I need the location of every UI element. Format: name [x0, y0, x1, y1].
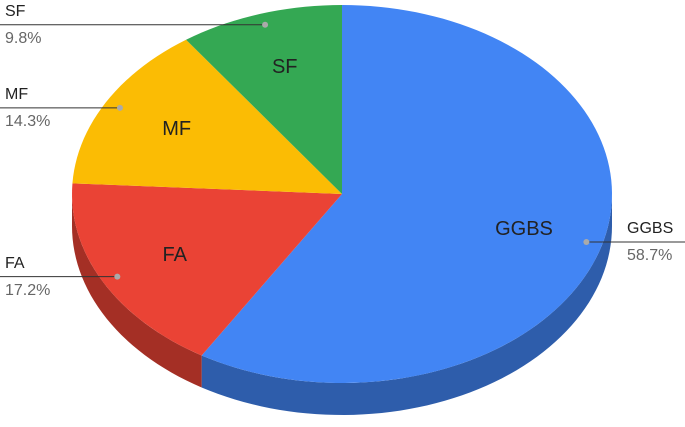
- slice-side: [201, 194, 612, 415]
- slice: [72, 183, 342, 356]
- slice: [72, 39, 342, 194]
- value-label: 58.7%: [627, 247, 672, 264]
- value-label: 17.2%: [5, 282, 50, 299]
- slice-label: FA: [162, 244, 187, 266]
- slice-side: [72, 194, 202, 388]
- leader-dot: [583, 238, 590, 245]
- legend-label: FA: [5, 255, 25, 272]
- slice-label: GGBS: [495, 218, 553, 240]
- slice-label: MF: [162, 118, 191, 140]
- slice: [186, 5, 342, 194]
- value-label: 9.8%: [5, 30, 41, 47]
- value-label: 14.3%: [5, 113, 50, 130]
- leader-dot: [114, 273, 121, 280]
- leader-dot: [116, 104, 123, 111]
- legend-label: GGBS: [627, 220, 673, 237]
- leader-dot: [262, 21, 269, 28]
- slice: [201, 5, 612, 383]
- legend-label: MF: [5, 86, 28, 103]
- slice-label: SF: [272, 56, 298, 78]
- legend-label: SF: [5, 3, 26, 20]
